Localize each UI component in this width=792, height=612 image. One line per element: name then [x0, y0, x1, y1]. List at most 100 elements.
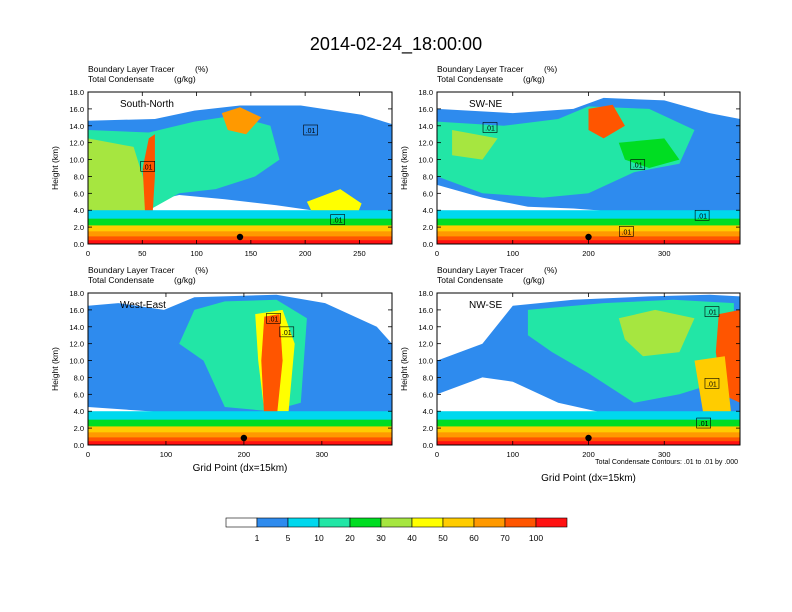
- contour-label: .01: [482, 122, 498, 133]
- x-tick-label: 300: [658, 450, 671, 459]
- contour-label: .01: [696, 417, 711, 429]
- contour-label-text: .01: [269, 316, 279, 323]
- y-tick-label: 6.0: [423, 189, 433, 198]
- tracer-region: [618, 138, 680, 168]
- panel-header-condensate: Total Condensate: [437, 275, 503, 285]
- colorbar-swatch: [535, 517, 568, 528]
- y-axis-label: Height (km): [50, 146, 60, 190]
- panel-top-left: .01 .01 .01 South-North Boundary Layer Trace…: [50, 64, 393, 258]
- contour-label: .01: [704, 378, 720, 389]
- panel-header-condensate: Total Condensate: [88, 275, 154, 285]
- panel-header-tracer: Boundary Layer Tracer: [88, 265, 175, 275]
- y-tick-label: 16.0: [418, 306, 433, 315]
- location-marker: [236, 233, 244, 241]
- y-tick-label: 0.0: [423, 240, 433, 249]
- tracer-field: [88, 293, 392, 445]
- section-label: West-East: [120, 300, 166, 311]
- tracer-region: [452, 130, 498, 160]
- colorbar-label: 70: [500, 533, 510, 543]
- contour-label-text: .01: [707, 310, 717, 317]
- y-tick-label: 8.0: [74, 172, 84, 181]
- panel-bottom-left: .01.01 West-East Boundary Layer Tracer (%) T…: [50, 265, 393, 474]
- y-tick-label: 10.0: [69, 357, 84, 366]
- panel-bottom-right: .01 .01 .01 NW-SE Boundary Layer Tracer (%) To…: [399, 265, 741, 484]
- panel-header-condensate: Total Condensate: [88, 74, 154, 84]
- x-tick-label: 250: [353, 249, 366, 258]
- y-tick-label: 6.0: [423, 390, 433, 399]
- section-label: South-North: [120, 99, 174, 110]
- panel-header-tracer-unit: (%): [195, 265, 208, 275]
- x-tick-label: 0: [435, 450, 439, 459]
- x-tick-label: 200: [582, 249, 595, 258]
- panel-header-condensate-unit: (g/kg): [174, 275, 196, 285]
- x-tick-label: 200: [238, 450, 251, 459]
- colorbar-label: 100: [529, 533, 543, 543]
- contour-label: .01: [694, 209, 710, 221]
- y-axis-label: Height (km): [399, 347, 409, 391]
- tracer-region: [261, 314, 283, 420]
- contour-label-text: .01: [699, 421, 709, 428]
- contour-label-text: .01: [707, 381, 717, 388]
- y-tick-label: 14.0: [69, 122, 84, 131]
- contour-label-text: .01: [143, 164, 153, 171]
- contour-label-text: .01: [282, 330, 292, 337]
- colorbar-label: 1: [255, 533, 260, 543]
- tracer-field: [437, 92, 740, 244]
- contour-label: .01: [630, 159, 646, 170]
- colorbar-swatch: [287, 517, 320, 528]
- colorbar-swatch: [411, 517, 444, 528]
- y-tick-label: 2.0: [74, 424, 84, 433]
- y-tick-label: 8.0: [423, 373, 433, 382]
- y-tick-label: 12.0: [418, 139, 433, 148]
- colorbar-label: 60: [469, 533, 479, 543]
- y-tick-label: 18.0: [418, 289, 433, 298]
- y-tick-label: 2.0: [74, 223, 84, 232]
- panel-header-condensate-unit: (g/kg): [523, 275, 545, 285]
- x-tick-label: 100: [190, 249, 203, 258]
- contour-footnote: Total Condensate Contours: .01 to .01 by…: [595, 459, 738, 466]
- y-tick-label: 12.0: [69, 340, 84, 349]
- x-tick-label: 0: [86, 249, 90, 258]
- contour-label-text: .01: [306, 128, 316, 135]
- y-tick-label: 14.0: [69, 323, 84, 332]
- y-tick-label: 10.0: [418, 156, 433, 165]
- y-tick-label: 4.0: [423, 206, 433, 215]
- panel-header-tracer: Boundary Layer Tracer: [88, 64, 175, 74]
- y-tick-label: 16.0: [418, 105, 433, 114]
- x-tick-label: 0: [435, 249, 439, 258]
- colorbar-swatch: [256, 517, 289, 528]
- x-tick-label: 150: [245, 249, 258, 258]
- colorbar-label: 40: [407, 533, 417, 543]
- section-label: SW-NE: [469, 99, 502, 110]
- y-tick-label: 6.0: [74, 189, 84, 198]
- colorbar-swatch: [504, 517, 537, 528]
- contour-label-text: .01: [485, 125, 495, 132]
- y-tick-label: 8.0: [423, 172, 433, 181]
- colorbar-label: 20: [345, 533, 355, 543]
- y-tick-label: 12.0: [69, 139, 84, 148]
- y-tick-label: 2.0: [423, 223, 433, 232]
- contour-label-text: .01: [333, 218, 343, 225]
- panel-header-condensate: Total Condensate: [437, 74, 503, 84]
- panel-header-condensate-unit: (g/kg): [174, 74, 196, 84]
- tracer-field: [437, 293, 740, 445]
- page-title: 2014-02-24_18:00:00: [310, 34, 482, 55]
- y-tick-label: 10.0: [418, 357, 433, 366]
- location-marker: [585, 233, 592, 241]
- y-tick-label: 0.0: [74, 240, 84, 249]
- contour-label-text: .01: [622, 229, 632, 236]
- y-tick-label: 0.0: [423, 441, 433, 450]
- contour-label: .01: [140, 161, 156, 172]
- contour-label: .01: [330, 214, 346, 225]
- tracer-region: [437, 106, 695, 198]
- tracer-region: [694, 356, 731, 416]
- y-tick-label: 14.0: [418, 122, 433, 131]
- contour-label-text: .01: [633, 163, 643, 170]
- tracer-region: [588, 104, 625, 139]
- y-tick-label: 4.0: [423, 407, 433, 416]
- tracer-field: [88, 92, 392, 244]
- colorbar-swatch: [473, 517, 506, 528]
- y-tick-label: 18.0: [69, 88, 84, 97]
